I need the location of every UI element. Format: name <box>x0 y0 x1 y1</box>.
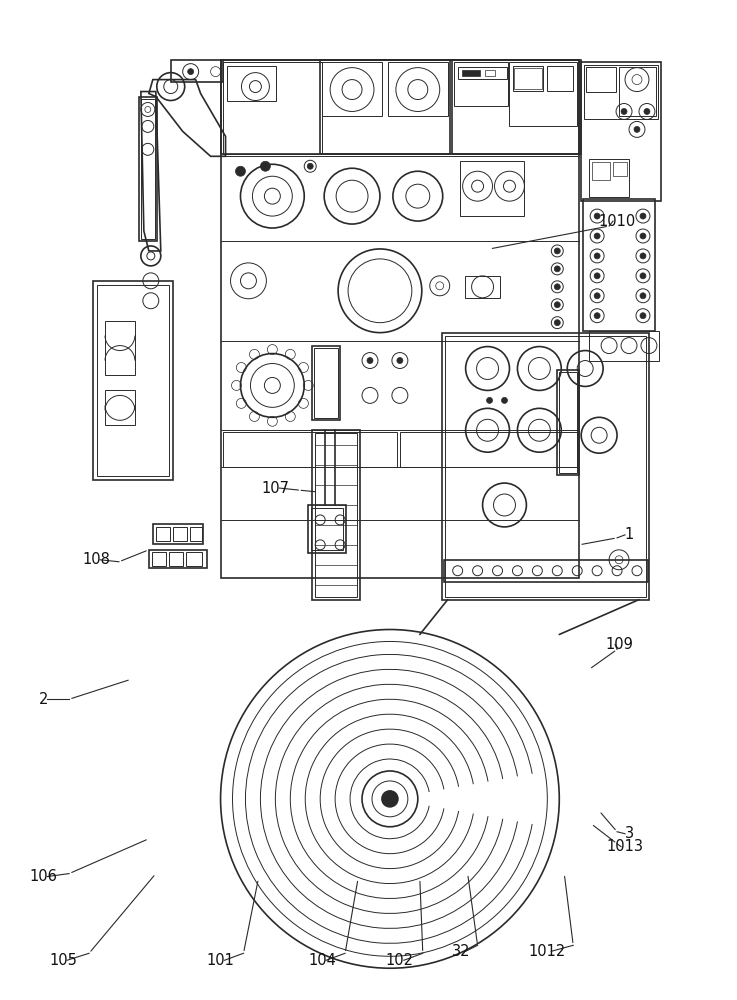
Bar <box>441 333 649 600</box>
Bar <box>454 62 509 106</box>
Bar <box>141 99 155 239</box>
Bar <box>156 527 170 541</box>
Bar <box>548 66 573 91</box>
Bar <box>105 321 135 375</box>
Circle shape <box>554 266 560 272</box>
Bar <box>223 62 322 154</box>
Bar <box>314 348 338 418</box>
Circle shape <box>554 284 560 290</box>
Bar <box>589 331 659 361</box>
Bar <box>322 62 382 116</box>
Circle shape <box>640 273 646 279</box>
Circle shape <box>554 320 560 326</box>
Circle shape <box>640 313 646 319</box>
Text: 1: 1 <box>624 527 634 542</box>
Text: 105: 105 <box>49 953 77 968</box>
Bar <box>613 162 627 176</box>
Circle shape <box>260 161 270 171</box>
Circle shape <box>367 358 373 364</box>
Bar <box>509 62 577 126</box>
Bar <box>93 281 172 480</box>
Circle shape <box>486 397 492 403</box>
Circle shape <box>644 108 650 114</box>
Circle shape <box>594 273 600 279</box>
Bar <box>484 70 495 76</box>
Bar <box>152 552 166 566</box>
Bar <box>172 527 186 541</box>
Bar <box>460 161 525 216</box>
Bar <box>592 162 610 180</box>
Bar <box>312 430 360 600</box>
Bar <box>557 370 579 475</box>
Bar <box>226 66 276 101</box>
Circle shape <box>594 233 600 239</box>
Circle shape <box>554 248 560 254</box>
Bar <box>312 346 340 420</box>
Text: 104: 104 <box>308 953 336 968</box>
Circle shape <box>640 233 646 239</box>
Text: 2: 2 <box>38 692 48 707</box>
Circle shape <box>621 108 627 114</box>
Circle shape <box>554 302 560 308</box>
Bar <box>186 552 202 566</box>
Circle shape <box>236 166 245 176</box>
Bar <box>586 67 616 92</box>
Text: 102: 102 <box>386 953 414 968</box>
Bar <box>105 390 135 425</box>
Bar <box>452 60 581 154</box>
Circle shape <box>640 253 646 259</box>
Bar <box>220 60 579 154</box>
Bar <box>559 372 577 473</box>
Circle shape <box>188 69 194 75</box>
Circle shape <box>594 313 600 319</box>
Bar <box>223 432 397 467</box>
Circle shape <box>634 126 640 132</box>
Circle shape <box>640 293 646 299</box>
Bar <box>444 336 646 597</box>
Bar <box>583 199 655 331</box>
Circle shape <box>501 397 508 403</box>
Bar <box>139 97 157 241</box>
Circle shape <box>594 293 600 299</box>
Circle shape <box>307 163 313 169</box>
Text: 101: 101 <box>206 953 234 968</box>
Bar <box>464 276 500 298</box>
Bar <box>97 285 169 476</box>
Text: 1012: 1012 <box>528 944 566 959</box>
Bar <box>308 505 346 553</box>
Bar <box>619 67 656 116</box>
Text: 107: 107 <box>262 481 290 496</box>
Bar <box>311 508 343 550</box>
Text: 1010: 1010 <box>598 214 636 229</box>
Bar <box>584 65 658 119</box>
Bar <box>220 60 579 578</box>
Bar <box>169 552 183 566</box>
Bar <box>315 433 357 597</box>
Bar <box>153 524 203 544</box>
Bar <box>458 67 508 79</box>
Text: 109: 109 <box>605 637 633 652</box>
Circle shape <box>382 791 398 807</box>
Bar <box>461 70 480 76</box>
Bar <box>581 62 661 201</box>
Bar <box>514 66 543 91</box>
Text: 32: 32 <box>453 944 471 959</box>
Bar <box>171 60 223 82</box>
Bar <box>514 68 542 89</box>
Bar <box>388 62 447 116</box>
Bar <box>320 60 450 154</box>
Text: 3: 3 <box>624 826 634 841</box>
Circle shape <box>594 253 600 259</box>
Bar <box>149 550 206 568</box>
Text: 1013: 1013 <box>607 839 643 854</box>
Bar <box>400 432 577 467</box>
Bar <box>189 527 202 541</box>
Bar <box>444 560 648 582</box>
Circle shape <box>640 213 646 219</box>
Text: 106: 106 <box>29 869 57 884</box>
Circle shape <box>397 358 403 364</box>
Text: 108: 108 <box>82 552 110 567</box>
Bar <box>589 159 629 197</box>
Circle shape <box>594 213 600 219</box>
